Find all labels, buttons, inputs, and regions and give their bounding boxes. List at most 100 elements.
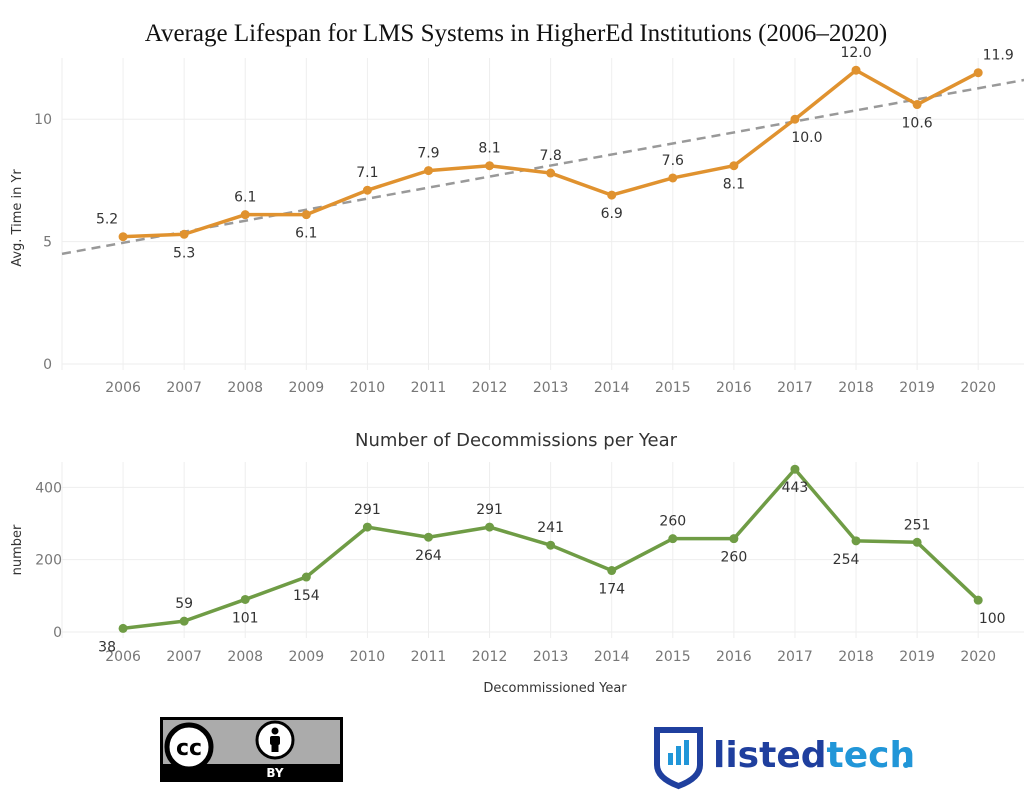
data-point — [668, 534, 678, 544]
x-tick-label: 2017 — [777, 380, 813, 396]
chart-1-title: Average Lifespan for LMS Systems in High… — [145, 20, 887, 47]
y-tick-label: 5 — [43, 235, 52, 251]
x-tick-label: 2015 — [655, 380, 691, 396]
data-point — [118, 623, 128, 633]
cc-icon — [164, 722, 214, 772]
x-tick-label: 2009 — [288, 649, 324, 665]
data-point — [851, 536, 861, 546]
data-label: 291 — [354, 502, 381, 518]
data-label: 100 — [979, 611, 1006, 627]
x-tick-label: 2018 — [838, 380, 874, 396]
listedtech-logo: listedtech — [654, 727, 915, 790]
data-point — [912, 100, 922, 110]
data-label: 443 — [782, 480, 809, 496]
x-tick-label: 2010 — [350, 380, 386, 396]
chart-1-ylabel: Avg. Time in Yr — [10, 169, 25, 267]
data-point — [485, 161, 495, 171]
data-point — [240, 594, 250, 604]
data-label: 5.2 — [96, 212, 118, 228]
data-point — [668, 173, 678, 183]
chart-2-x-ticks: 2006 2007 2008 2009 2010 2011 2012 2013 2014 2015… — [105, 649, 996, 665]
data-label: 7.6 — [662, 153, 684, 169]
data-label: 264 — [415, 548, 442, 564]
y-tick-label: 0 — [43, 357, 52, 373]
data-label: 10.6 — [902, 116, 933, 132]
data-label: 6.1 — [234, 190, 256, 206]
chart-2-data-labels: 38 59 101 154 291 264 291 241 174 260 260 443 254 251… — [98, 480, 1005, 655]
data-point — [790, 114, 800, 124]
data-point — [729, 161, 739, 171]
x-tick-label: 2019 — [899, 649, 935, 665]
data-point — [546, 168, 556, 178]
x-tick-label: 2011 — [411, 380, 447, 396]
data-label: 6.1 — [295, 226, 317, 242]
x-tick-label: 2008 — [227, 380, 263, 396]
data-point — [790, 464, 800, 474]
data-label: 7.1 — [356, 165, 378, 181]
data-point — [118, 232, 128, 242]
data-label: 11.9 — [983, 48, 1014, 64]
shield-icon — [654, 727, 703, 790]
chart-1-y-ticks: 0 5 10 — [34, 112, 52, 373]
data-point — [301, 572, 311, 582]
data-point — [973, 595, 983, 605]
x-tick-label: 2013 — [533, 649, 569, 665]
data-label: 38 — [98, 639, 116, 655]
chart-2-gridlines — [61, 462, 1024, 638]
brand-wordmark: listedtech — [713, 735, 915, 776]
y-tick-label: 200 — [35, 553, 62, 569]
x-tick-label: 2016 — [716, 380, 752, 396]
data-label: 5.3 — [173, 245, 195, 261]
x-tick-label: 2016 — [716, 649, 752, 665]
x-tick-label: 2015 — [655, 649, 691, 665]
chart-1-trendline — [61, 78, 1024, 256]
x-tick-label: 2011 — [411, 649, 447, 665]
data-point — [423, 532, 433, 542]
data-label: 154 — [293, 588, 320, 604]
x-tick-label: 2009 — [288, 380, 324, 396]
data-point — [240, 210, 250, 220]
data-point — [851, 65, 861, 75]
x-tick-label: 2017 — [777, 649, 813, 665]
data-point — [362, 522, 372, 532]
x-tick-label: 2006 — [105, 649, 141, 665]
brand-part-2: tech — [827, 735, 916, 776]
data-label: 7.8 — [540, 148, 562, 164]
x-tick-label: 2010 — [350, 649, 386, 665]
data-label: 251 — [904, 517, 931, 533]
data-label: 8.1 — [723, 177, 745, 193]
chart-1-x-ticks: 2006 2007 2008 2009 2010 2011 2012 2013 2014 2015… — [105, 380, 996, 396]
data-point — [729, 534, 739, 544]
license-by-label: BY — [266, 766, 283, 780]
data-label: 254 — [833, 552, 860, 568]
x-tick-label: 2008 — [227, 649, 263, 665]
chart-2-y-ticks: 0 200 400 — [35, 480, 62, 641]
chart-1-points — [118, 65, 983, 242]
data-point — [546, 540, 556, 550]
cc-by-license-badge: cc BY — [160, 717, 343, 782]
data-label: 241 — [537, 520, 564, 536]
data-label: 6.9 — [601, 206, 623, 222]
data-point — [973, 68, 983, 78]
data-point — [912, 537, 922, 547]
brand-part-1: listed — [713, 735, 827, 776]
x-tick-label: 2020 — [960, 380, 996, 396]
data-label: 12.0 — [840, 45, 871, 61]
chart-1-data-labels: 5.2 5.3 6.1 6.1 7.1 7.9 8.1 7.8 6.9 7.6 8.1 10.0 12.… — [96, 45, 1014, 261]
chart-2-xlabel: Decommissioned Year — [483, 681, 627, 696]
data-point — [362, 185, 372, 195]
data-label: 101 — [232, 610, 259, 626]
data-point — [179, 616, 189, 626]
x-tick-label: 2007 — [166, 649, 202, 665]
x-tick-label: 2019 — [899, 380, 935, 396]
x-tick-label: 2018 — [838, 649, 874, 665]
data-label: 260 — [659, 514, 686, 530]
data-label: 291 — [476, 502, 503, 518]
data-point — [179, 229, 189, 239]
data-label: 8.1 — [478, 141, 500, 157]
svg-text:cc: cc — [176, 736, 202, 761]
y-tick-label: 0 — [53, 625, 62, 641]
data-point — [607, 566, 617, 576]
y-tick-label: 400 — [35, 480, 62, 496]
data-point — [423, 166, 433, 176]
